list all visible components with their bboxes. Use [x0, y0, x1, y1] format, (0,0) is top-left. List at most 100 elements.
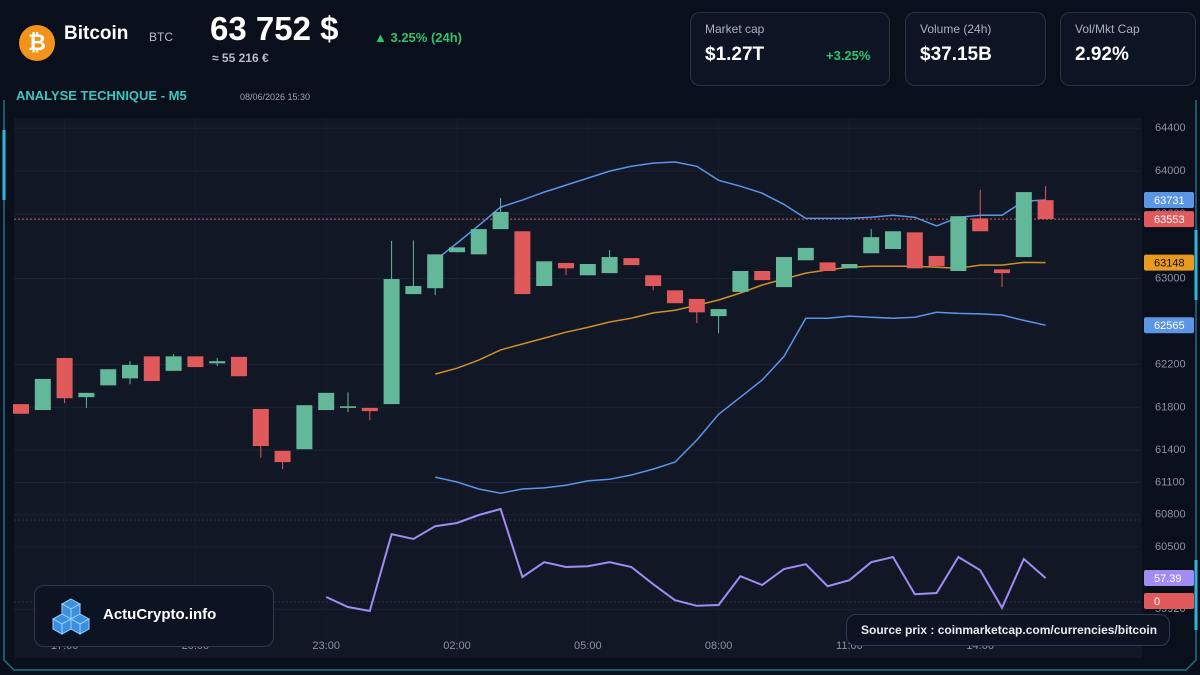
candle-body — [165, 356, 182, 371]
value-tag-label: 63148 — [1154, 258, 1185, 270]
subtitle: ANALYSE TECHNIQUE - M5 — [16, 88, 187, 103]
candle-body — [1037, 200, 1054, 220]
candle-body — [100, 369, 117, 386]
candle-body — [274, 450, 291, 463]
candle-body — [1015, 192, 1032, 258]
y-tick-label: 61100 — [1155, 476, 1185, 488]
candle-body — [231, 356, 247, 377]
candle-body — [470, 229, 487, 255]
timestamp: 08/06/2026 15:30 — [240, 92, 311, 102]
candle-body — [732, 270, 749, 292]
candle-body — [972, 218, 989, 232]
candle-body — [405, 286, 422, 295]
indicator-line — [435, 261, 1046, 375]
value-tag-label: 63731 — [1154, 195, 1185, 207]
coin-logo: ₿ — [19, 25, 55, 61]
stat-label: Volume (24h) — [920, 22, 992, 36]
value-tag-label: 63553 — [1154, 214, 1185, 226]
x-tick-label: 23:00 — [312, 640, 340, 652]
brand-box: ActuCrypto.info — [34, 585, 274, 647]
y-tick-label: 61800 — [1155, 401, 1186, 413]
indicator-line — [325, 507, 1047, 613]
stat-change: +3.25% — [826, 48, 871, 63]
candle-body — [906, 232, 923, 269]
plot-area — [14, 118, 1142, 658]
y-tick-label: 60500 — [1155, 541, 1186, 553]
candle-body — [78, 392, 95, 398]
candle-body — [819, 262, 836, 271]
stat-value: $1.27T — [705, 44, 765, 65]
stat-value: $37.15B — [920, 44, 992, 65]
value-tag-label: 62565 — [1154, 320, 1185, 332]
candle-body — [688, 298, 705, 313]
candle-body — [841, 264, 858, 269]
price: 63 752 $ — [210, 10, 339, 47]
y-tick-label: 60800 — [1155, 509, 1186, 521]
candle-body — [950, 216, 967, 271]
candle-body — [754, 270, 771, 281]
candle-body — [449, 247, 465, 253]
source-box: Source prix : coinmarketcap.com/currenci… — [846, 614, 1170, 646]
value-tag — [1144, 254, 1194, 271]
price-change: ▲ 3.25% (24h) — [374, 30, 463, 45]
candle-body — [209, 361, 226, 364]
value-tag-label: 57.39 — [1154, 573, 1182, 585]
candle-body — [514, 231, 531, 295]
candle-body — [34, 378, 51, 411]
y-tick-label: 61400 — [1155, 444, 1186, 456]
candle-body — [601, 257, 618, 274]
value-tag — [1144, 317, 1194, 334]
x-tick-label: 05:00 — [574, 640, 602, 652]
coin-ticker: BTC — [149, 30, 173, 44]
candle-body — [252, 408, 269, 447]
candle-body — [122, 364, 138, 379]
candle-body — [318, 392, 335, 411]
candle-body — [13, 404, 29, 414]
candle-body — [994, 269, 1010, 274]
y-tick-label: 64000 — [1155, 165, 1186, 177]
price-eur: ≈ 55 216 € — [212, 51, 269, 65]
candle-body — [536, 261, 553, 287]
stat-label: Vol/Mkt Cap — [1075, 22, 1140, 36]
y-tick-label: 63000 — [1155, 272, 1186, 284]
candle-body — [56, 357, 73, 399]
candle-body — [623, 258, 640, 266]
value-tag — [1144, 593, 1194, 609]
candle-body — [885, 231, 901, 249]
coin-name: Bitcoin — [64, 23, 129, 44]
x-tick-label: 02:00 — [443, 640, 471, 652]
candle-body — [187, 356, 204, 368]
candle-body — [863, 237, 880, 254]
candle-body — [797, 247, 814, 261]
stat-card: Market cap $1.27T +3.25% — [690, 12, 890, 86]
candle-body — [383, 279, 400, 405]
candle-body — [928, 255, 945, 267]
candle-body — [558, 262, 574, 269]
indicator-line — [435, 311, 1046, 494]
candle-body — [361, 407, 378, 412]
brand-name: ActuCrypto.info — [103, 606, 217, 623]
stat-label: Market cap — [705, 22, 765, 36]
candle-body — [340, 406, 356, 408]
source: Source prix : coinmarketcap.com/currenci… — [861, 623, 1158, 637]
candle-body — [492, 211, 509, 230]
candle-body — [645, 275, 662, 287]
candle-body — [667, 290, 683, 304]
stat-card: Volume (24h) $37.15B — [905, 12, 1046, 86]
value-tag — [1144, 192, 1194, 209]
candle-body — [427, 254, 444, 289]
brand-icon — [51, 598, 91, 635]
candle-body — [579, 264, 596, 276]
x-tick-label: 08:00 — [705, 640, 733, 652]
y-tick-label: 64400 — [1155, 122, 1186, 134]
candle-body — [296, 405, 313, 450]
value-tag-label: 0 — [1154, 596, 1160, 608]
candle-body — [776, 257, 792, 288]
y-tick-label: 62200 — [1155, 358, 1186, 370]
frame-accent — [2, 130, 1198, 630]
stat-card: Vol/Mkt Cap 2.92% — [1060, 12, 1196, 86]
stat-value: 2.92% — [1075, 44, 1129, 65]
value-tag — [1144, 211, 1194, 228]
